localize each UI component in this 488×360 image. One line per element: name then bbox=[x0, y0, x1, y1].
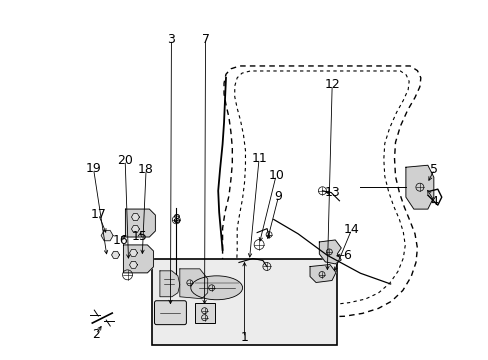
Text: 6: 6 bbox=[342, 249, 350, 262]
Polygon shape bbox=[319, 240, 341, 264]
Text: 5: 5 bbox=[429, 163, 438, 176]
Text: 17: 17 bbox=[90, 208, 106, 221]
Text: 11: 11 bbox=[251, 152, 266, 165]
Polygon shape bbox=[131, 226, 139, 233]
Ellipse shape bbox=[190, 276, 242, 300]
Text: 3: 3 bbox=[167, 33, 175, 46]
Text: 14: 14 bbox=[343, 223, 359, 236]
Polygon shape bbox=[101, 230, 113, 241]
Text: 12: 12 bbox=[324, 78, 339, 91]
Text: 9: 9 bbox=[274, 190, 282, 203]
Polygon shape bbox=[125, 209, 155, 237]
Polygon shape bbox=[129, 249, 137, 256]
Bar bbox=[152, 259, 336, 345]
Text: 19: 19 bbox=[85, 162, 101, 175]
Polygon shape bbox=[123, 245, 153, 273]
Text: 4: 4 bbox=[429, 195, 438, 208]
Text: 10: 10 bbox=[268, 169, 284, 182]
Polygon shape bbox=[129, 261, 137, 268]
Text: 15: 15 bbox=[132, 230, 147, 243]
FancyBboxPatch shape bbox=[154, 301, 186, 325]
Text: 16: 16 bbox=[112, 234, 128, 247]
Text: 13: 13 bbox=[324, 186, 339, 199]
Polygon shape bbox=[405, 165, 433, 209]
Polygon shape bbox=[180, 269, 207, 299]
Polygon shape bbox=[309, 265, 335, 283]
Text: 1: 1 bbox=[240, 331, 248, 344]
Polygon shape bbox=[160, 271, 180, 297]
Polygon shape bbox=[131, 213, 139, 221]
Text: 2: 2 bbox=[92, 328, 100, 341]
Bar bbox=[194, 303, 214, 323]
Text: 18: 18 bbox=[138, 163, 154, 176]
Text: 20: 20 bbox=[117, 154, 133, 167]
Text: 7: 7 bbox=[201, 33, 209, 46]
Polygon shape bbox=[111, 251, 119, 258]
Text: 8: 8 bbox=[172, 213, 180, 226]
